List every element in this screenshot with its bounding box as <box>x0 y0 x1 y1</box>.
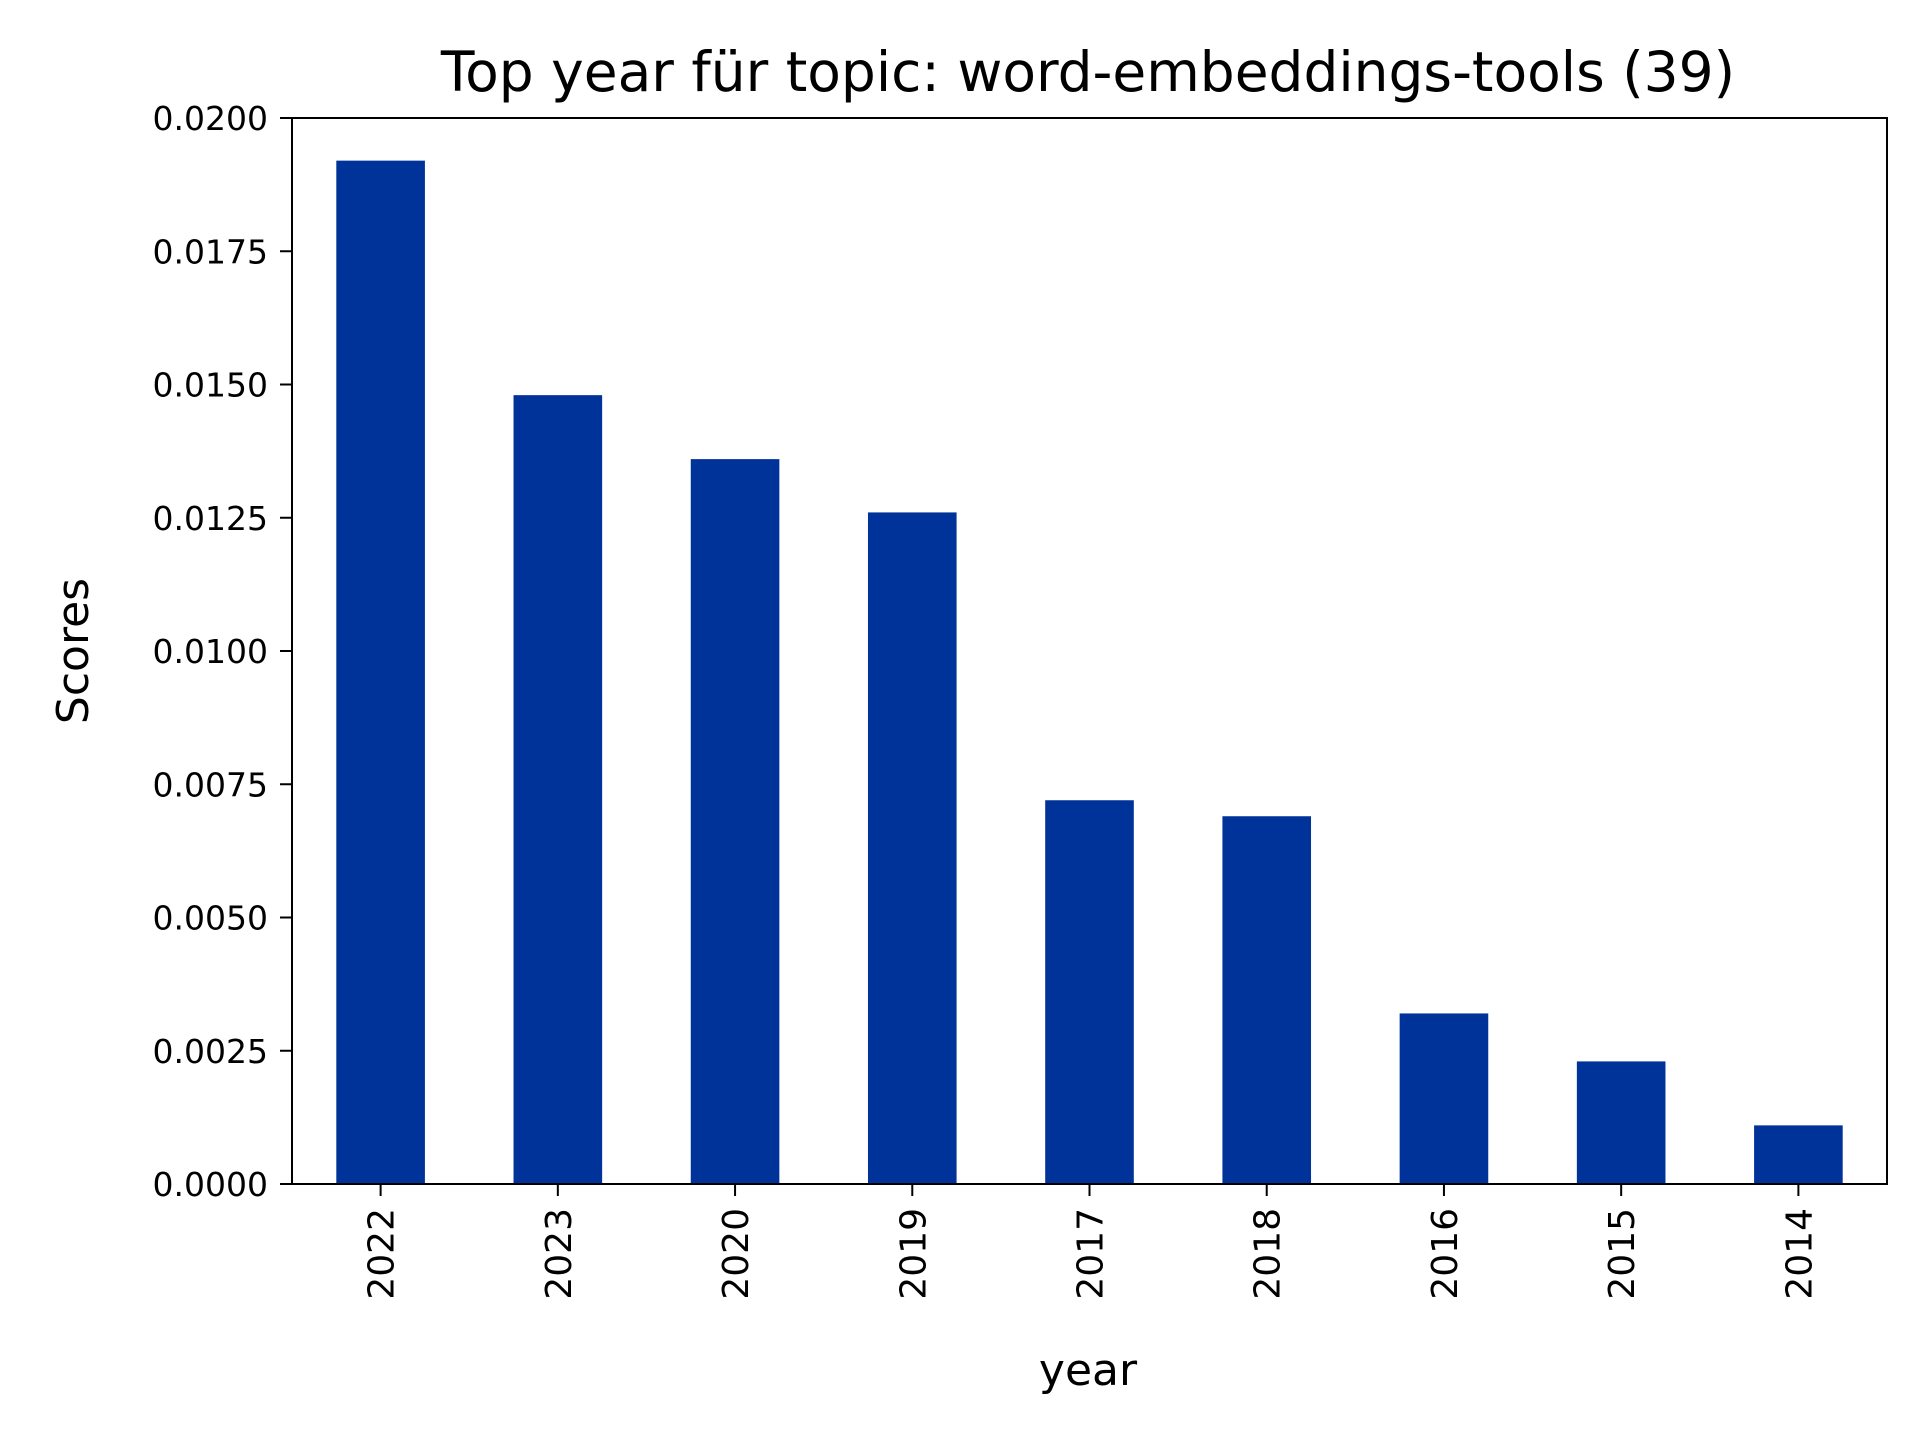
y-tick-label: 0.0025 <box>153 1032 268 1071</box>
y-tick-label: 0.0125 <box>153 499 268 538</box>
bar-2018 <box>1222 816 1312 1184</box>
y-tick-label: 0.0150 <box>153 366 268 405</box>
x-tick-label: 2020 <box>716 1208 757 1300</box>
bar-2014 <box>1754 1125 1843 1184</box>
y-axis: 0.0000 0.0025 0.0050 0.0075 0.0100 0.0125 0.01… <box>153 99 292 1204</box>
x-axis: 2022 2023 2020 2019 2017 2018 2016 2015 2014 <box>362 1184 1820 1300</box>
bar-2017 <box>1045 800 1134 1184</box>
chart-title: Top year für topic: word-embeddings-tool… <box>440 40 1735 104</box>
bar-2022 <box>336 160 425 1184</box>
bar-2016 <box>1399 1013 1489 1184</box>
x-axis-label: year <box>1039 1345 1138 1396</box>
x-tick-label: 2022 <box>362 1208 403 1300</box>
plot-frame <box>291 117 1888 1185</box>
bars-group <box>336 160 1843 1184</box>
y-tick-label: 0.0000 <box>153 1165 268 1204</box>
x-tick-label: 2015 <box>1602 1208 1643 1300</box>
y-tick-label: 0.0050 <box>153 899 268 938</box>
bar-2019 <box>867 512 957 1184</box>
y-tick-label: 0.0100 <box>153 632 268 671</box>
bar-2023 <box>513 395 603 1184</box>
y-axis-label: Scores <box>48 578 99 724</box>
y-tick-label: 0.0075 <box>153 765 268 804</box>
x-tick-label: 2023 <box>539 1208 580 1300</box>
y-tick-label: 0.0200 <box>153 99 268 138</box>
x-tick-label: 2018 <box>1248 1208 1289 1300</box>
x-tick-label: 2014 <box>1779 1208 1820 1300</box>
x-tick-label: 2019 <box>893 1208 934 1300</box>
bar-2015 <box>1576 1061 1666 1184</box>
bar-2020 <box>690 459 780 1184</box>
y-tick-label: 0.0175 <box>153 232 268 271</box>
x-tick-label: 2016 <box>1425 1208 1466 1300</box>
x-tick-label: 2017 <box>1071 1208 1112 1300</box>
